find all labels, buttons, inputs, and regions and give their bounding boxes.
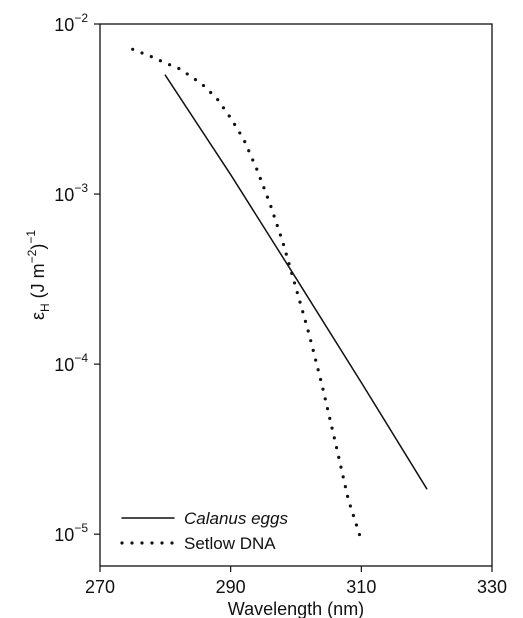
- y-tick-label: 10−5: [54, 521, 88, 545]
- y-tick-exponent: −4: [74, 351, 88, 365]
- x-tick-label: 270: [85, 577, 115, 597]
- legend: Calanus eggs Setlow DNA: [120, 509, 288, 553]
- y-tick-label: 10−3: [54, 181, 88, 205]
- y-axis-title: εH (J m−2)−1: [24, 230, 52, 320]
- y-title-symbol: ε: [28, 312, 48, 320]
- y-tick-base: 10: [54, 15, 74, 35]
- x-tick-label: 290: [216, 577, 246, 597]
- y-title-unit-close: ): [28, 244, 48, 250]
- y-axis: 10−210−310−410−5: [54, 11, 100, 545]
- legend-label: Calanus eggs: [184, 509, 288, 528]
- y-title-unit: (J m: [28, 263, 48, 303]
- series-line-setlow-dna: [131, 47, 363, 542]
- y-tick-exponent: −2: [74, 11, 88, 25]
- series-line-calanus-eggs: [164, 74, 428, 490]
- y-tick-exponent: −3: [74, 181, 88, 195]
- y-tick-exponent: −5: [74, 521, 88, 535]
- series-layer: [131, 47, 428, 542]
- plot-frame: [99, 23, 493, 567]
- y-title-outer-exponent: −1: [24, 230, 38, 244]
- x-tick-label: 310: [346, 577, 376, 597]
- y-title-subscript: H: [38, 303, 52, 312]
- y-tick-label: 10−4: [54, 351, 88, 375]
- y-tick-base: 10: [54, 355, 74, 375]
- x-tick-label: 330: [477, 577, 507, 597]
- y-tick-base: 10: [54, 525, 74, 545]
- x-axis-title: Wavelength (nm): [228, 599, 364, 618]
- y-tick-label: 10−2: [54, 11, 88, 35]
- y-title-unit-exponent: −2: [25, 249, 39, 263]
- y-tick-base: 10: [54, 185, 74, 205]
- legend-label: Setlow DNA: [184, 534, 276, 553]
- x-axis: 270 290 310 330: [85, 566, 507, 597]
- plot-border: [99, 23, 493, 567]
